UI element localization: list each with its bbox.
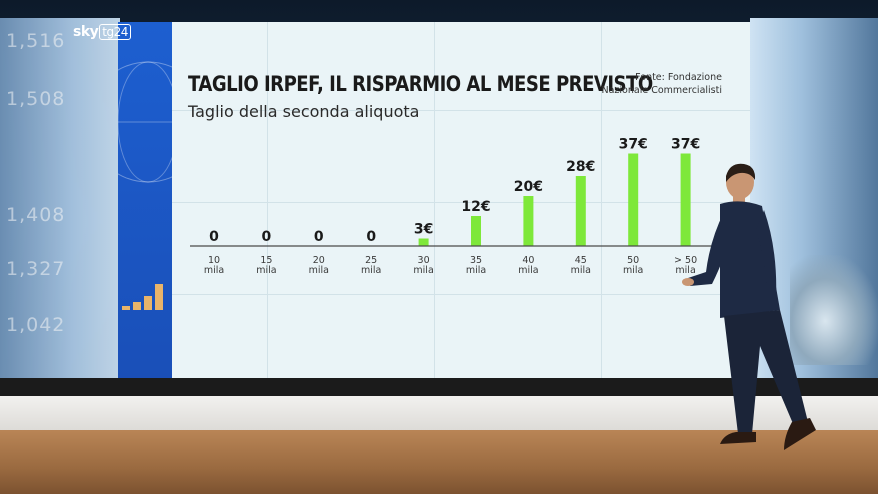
chart-panel: TAGLIO IRPEF, IL RISPARMIO AL MESE PREVI… xyxy=(172,22,750,378)
bar-value-label: 37€ xyxy=(619,137,648,153)
wall-ticker: 1,327 xyxy=(6,258,66,280)
wall-ticker: 1,042 xyxy=(6,314,66,336)
panel-gridline xyxy=(172,202,750,203)
source-line-1: Fonte: Fondazione xyxy=(635,72,722,83)
wall-ticker: 1,408 xyxy=(6,204,66,226)
category-label: 40 xyxy=(522,255,534,266)
logo-tg24: tg24 xyxy=(99,24,131,40)
bar-value-label: 3€ xyxy=(414,222,433,238)
bar-chart: 010mila015mila020mila025mila3€30mila12€3… xyxy=(190,137,712,277)
bar-value-label: 28€ xyxy=(566,159,595,175)
logo-sky: sky xyxy=(73,24,99,40)
category-label: mila xyxy=(256,265,276,276)
category-label: 15 xyxy=(260,255,272,266)
category-label: 50 xyxy=(627,255,639,266)
category-label: 25 xyxy=(365,255,377,266)
screen-frame xyxy=(0,378,878,396)
coins-graphic xyxy=(790,255,878,365)
bar xyxy=(418,238,429,246)
channel-logo: sky tg24 xyxy=(73,24,131,40)
category-label: 35 xyxy=(470,255,482,266)
bar-value-label: 20€ xyxy=(514,179,543,195)
category-label: 10 xyxy=(208,255,220,266)
wall-ticker: 1,508 xyxy=(6,88,66,110)
bar xyxy=(471,216,481,246)
bar-value-label: 12€ xyxy=(461,199,490,215)
category-label: 45 xyxy=(575,255,587,266)
globe-graphic xyxy=(118,61,174,183)
blue-side-panel xyxy=(118,22,174,380)
source-line-2: Nazionale Commercialisti xyxy=(601,85,723,96)
bar-value-label: 0 xyxy=(209,229,219,245)
category-label: mila xyxy=(518,265,538,276)
panel-gridline xyxy=(172,294,750,295)
chart-title: TAGLIO IRPEF, IL RISPARMIO AL MESE PREVI… xyxy=(188,72,653,96)
bar-value-label: 0 xyxy=(314,229,324,245)
wall-ticker: 1,516 xyxy=(6,30,66,52)
left-video-wall: 1,516 1,508 1,408 1,327 1,042 xyxy=(0,18,120,380)
bar-value-label: 37€ xyxy=(671,137,700,153)
chart-source: Fonte: Fondazione Nazionale Commercialis… xyxy=(592,71,723,97)
category-label: mila xyxy=(413,265,433,276)
presenter-figure xyxy=(682,163,816,450)
category-label: 20 xyxy=(313,255,325,266)
chart-subtitle: Taglio della seconda aliquota xyxy=(188,102,420,121)
bar-value-label: 0 xyxy=(366,229,376,245)
panel-gridline xyxy=(434,22,435,378)
category-label: mila xyxy=(309,265,329,276)
category-label: mila xyxy=(361,265,381,276)
panel-gridline xyxy=(172,110,750,111)
bar xyxy=(628,153,639,246)
category-label: mila xyxy=(675,265,695,276)
panel-gridline xyxy=(601,22,602,378)
category-label: mila xyxy=(204,265,224,276)
bar xyxy=(523,196,534,246)
category-label: mila xyxy=(466,265,486,276)
labels-layer: 010mila015mila020mila025mila3€30mila12€3… xyxy=(204,137,700,277)
panel-gridline xyxy=(267,22,268,378)
category-label: 30 xyxy=(418,255,430,266)
bar xyxy=(575,176,586,246)
bar-value-label: 0 xyxy=(262,229,272,245)
studio-floor-wall xyxy=(0,396,878,432)
bars-layer xyxy=(418,153,691,246)
mini-bar-graphic xyxy=(122,284,163,310)
bar xyxy=(680,153,691,246)
category-label: mila xyxy=(571,265,591,276)
category-label: > 50 xyxy=(674,255,697,266)
category-label: mila xyxy=(623,265,643,276)
